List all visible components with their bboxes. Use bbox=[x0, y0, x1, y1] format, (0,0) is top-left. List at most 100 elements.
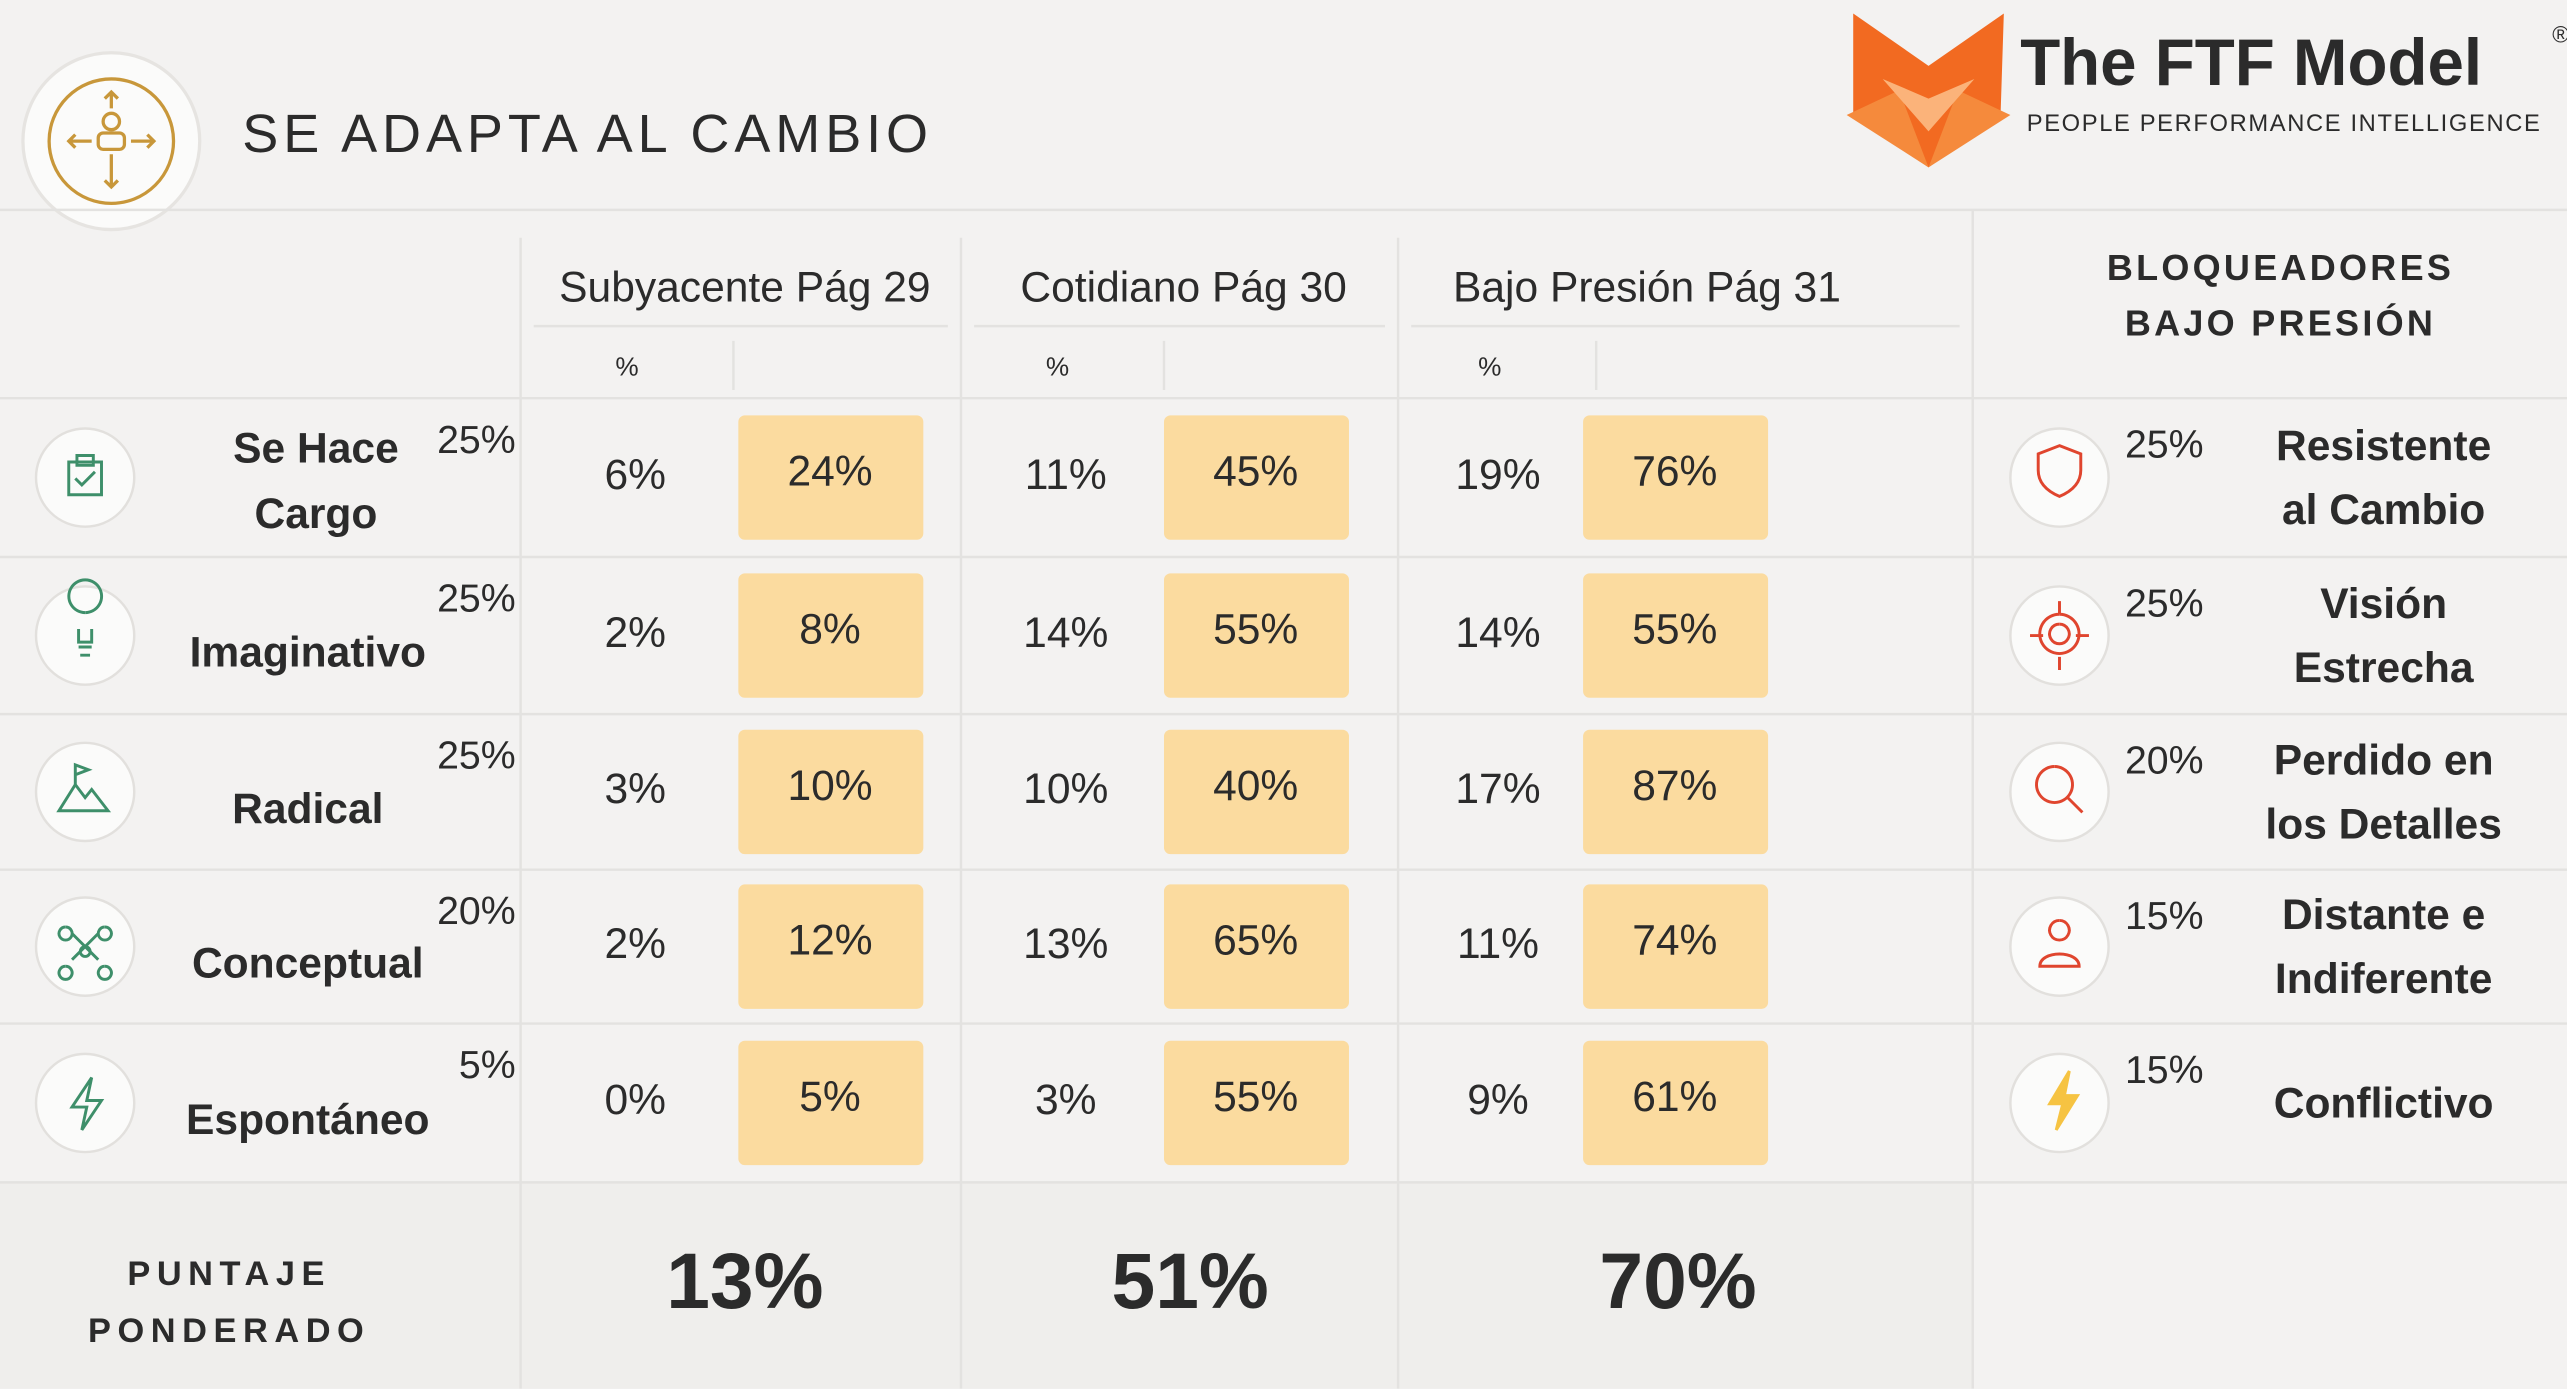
blocker-icon-badge bbox=[2009, 896, 2110, 997]
cell-percent: 14% bbox=[1455, 609, 1540, 657]
cell-percent: 9% bbox=[1467, 1076, 1529, 1124]
blocker-name: al Cambio bbox=[2282, 486, 2485, 534]
page-title: SE ADAPTA AL CAMBIO bbox=[242, 104, 933, 164]
row-weight: 25% bbox=[437, 418, 516, 462]
cell-score: 87% bbox=[1632, 762, 1717, 810]
brand-logo bbox=[1846, 13, 2011, 168]
brand-name: The FTF Model bbox=[2020, 26, 2482, 99]
cell-score: 5% bbox=[799, 1073, 861, 1121]
column-subheader: % bbox=[1046, 352, 1069, 382]
cell-score: 10% bbox=[787, 762, 872, 810]
row-name: Espontáneo bbox=[186, 1096, 429, 1144]
row-icon-badge bbox=[34, 585, 136, 686]
cell-percent: 10% bbox=[1023, 765, 1108, 813]
row-weight: 25% bbox=[437, 577, 516, 621]
row-icon bbox=[57, 925, 113, 981]
blocker-icon bbox=[2038, 918, 2081, 968]
column-subheader: % bbox=[1478, 352, 1501, 382]
blockers-header: BAJO PRESIÓN bbox=[2125, 302, 2436, 344]
cell-box bbox=[1583, 1040, 1769, 1166]
cell-score: 8% bbox=[799, 606, 861, 654]
row-icon bbox=[67, 578, 104, 657]
cell-score: 55% bbox=[1632, 606, 1717, 654]
blockers-header: BLOQUEADORES bbox=[2107, 247, 2454, 288]
column-title: Cotidiano Pág 30 bbox=[1020, 263, 1346, 311]
cell-percent: 2% bbox=[604, 609, 666, 657]
row-icon bbox=[69, 1076, 105, 1131]
weighted-score: 13% bbox=[666, 1237, 823, 1325]
brand-mark: ® bbox=[2552, 21, 2567, 47]
cell-box bbox=[1163, 729, 1349, 855]
blocker-icon-badge bbox=[2009, 741, 2110, 843]
cell-percent: 19% bbox=[1455, 451, 1540, 499]
cell-box bbox=[1163, 1040, 1349, 1166]
footer-label: PONDERADO bbox=[88, 1312, 370, 1350]
cell-score: 24% bbox=[787, 448, 872, 496]
cell-percent: 17% bbox=[1455, 765, 1540, 813]
footer-band bbox=[0, 1182, 1973, 1389]
weighted-score: 51% bbox=[1112, 1237, 1269, 1325]
blocker-icon-badge bbox=[2009, 427, 2110, 528]
blocker-weight: 15% bbox=[2125, 1048, 2204, 1092]
weighted-score: 70% bbox=[1599, 1237, 1756, 1325]
row-name: Se Hace bbox=[233, 425, 399, 473]
title-icon bbox=[66, 89, 157, 190]
column-title: Subyacente Pág 29 bbox=[559, 263, 930, 311]
row-weight: 25% bbox=[437, 734, 516, 778]
cell-score: 40% bbox=[1213, 762, 1298, 810]
cell-score: 45% bbox=[1213, 448, 1298, 496]
row-icon-badge bbox=[34, 741, 136, 843]
cell-box bbox=[738, 729, 924, 855]
column-separators bbox=[519, 209, 1974, 1389]
row-icon bbox=[56, 762, 112, 813]
cell-percent: 11% bbox=[1025, 451, 1107, 499]
cell-percent: 13% bbox=[1023, 920, 1108, 968]
row-name: Radical bbox=[232, 785, 383, 833]
blocker-weight: 15% bbox=[2125, 894, 2204, 938]
row-name: Imaginativo bbox=[190, 628, 426, 676]
cell-score: 65% bbox=[1213, 917, 1298, 965]
row-name: Conceptual bbox=[192, 940, 424, 988]
cell-score: 61% bbox=[1632, 1073, 1717, 1121]
blocker-name: Distante e bbox=[2282, 891, 2485, 939]
footer-label: PUNTAJE bbox=[127, 1255, 331, 1293]
row-weight: 5% bbox=[459, 1043, 516, 1087]
cell-box bbox=[738, 1040, 924, 1166]
cell-score: 55% bbox=[1213, 1073, 1298, 1121]
cell-box bbox=[738, 415, 924, 540]
cell-box bbox=[1583, 573, 1769, 698]
cell-box bbox=[1163, 415, 1349, 540]
row-name: Cargo bbox=[254, 490, 377, 538]
cell-box bbox=[1583, 729, 1769, 855]
blocker-name: los Detalles bbox=[2265, 800, 2501, 848]
blocker-weight: 25% bbox=[2125, 581, 2204, 625]
blocker-name: Resistente bbox=[2276, 422, 2491, 470]
cell-box bbox=[1583, 415, 1769, 540]
cell-percent: 0% bbox=[604, 1076, 666, 1124]
cell-percent: 14% bbox=[1023, 609, 1108, 657]
blocker-name: Indiferente bbox=[2275, 955, 2493, 1003]
row-icon bbox=[67, 454, 103, 497]
cell-score: 74% bbox=[1632, 917, 1717, 965]
blocker-name: Conflictivo bbox=[2274, 1079, 2494, 1127]
cell-box bbox=[738, 884, 924, 1009]
blocker-name: Perdido en bbox=[2274, 737, 2494, 785]
cell-score: 55% bbox=[1213, 606, 1298, 654]
blocker-icon bbox=[2030, 601, 2089, 670]
cell-box bbox=[1163, 573, 1349, 698]
cell-percent: 6% bbox=[604, 451, 666, 499]
blocker-icon bbox=[2035, 765, 2084, 814]
blocker-weight: 20% bbox=[2125, 739, 2204, 783]
blocker-weight: 25% bbox=[2125, 423, 2204, 467]
row-icon-badge bbox=[34, 427, 136, 528]
blocker-icon bbox=[2047, 1070, 2081, 1131]
cell-percent: 2% bbox=[604, 920, 666, 968]
blocker-name: Estrecha bbox=[2294, 644, 2474, 692]
column-subheader: % bbox=[615, 352, 638, 382]
blocker-icon bbox=[2036, 444, 2083, 499]
column-title: Bajo Presión Pág 31 bbox=[1453, 263, 1841, 311]
brand-tagline: PEOPLE PERFORMANCE INTELLIGENCE bbox=[2027, 111, 2542, 137]
blocker-icon-badge bbox=[2009, 585, 2110, 686]
